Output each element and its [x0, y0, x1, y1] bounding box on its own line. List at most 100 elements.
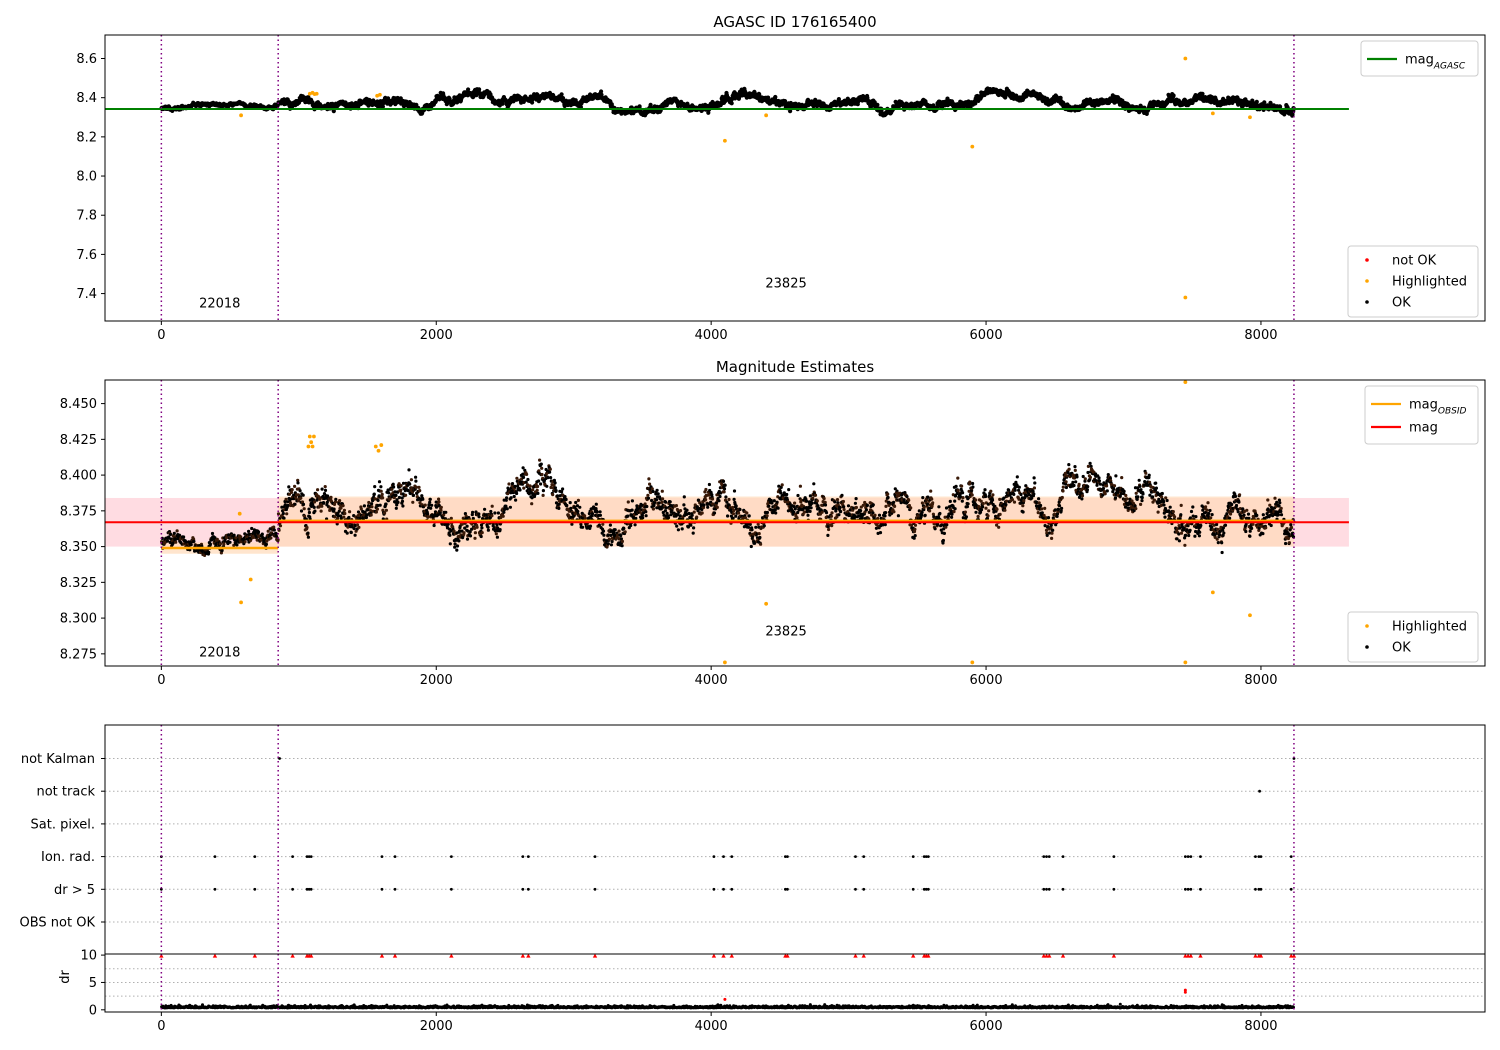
x-tick-label: 6000 [970, 328, 1003, 343]
ok-point [602, 533, 606, 537]
ok-point [465, 524, 469, 528]
ok-point [462, 531, 466, 535]
ok-point [486, 525, 490, 529]
ok-point [287, 485, 291, 489]
ok-point [175, 529, 179, 533]
ok-point [269, 536, 273, 540]
ok-point [218, 542, 222, 546]
ok-point [657, 501, 661, 505]
ok-point [408, 482, 412, 486]
ok-point [564, 497, 568, 502]
highlighted-point [314, 91, 319, 96]
ok-point [475, 525, 479, 529]
ok-point [601, 529, 606, 533]
ok-point [498, 528, 502, 532]
y-tick-label: 7.8 [76, 209, 97, 224]
ok-point [387, 491, 391, 495]
ok-point [174, 540, 178, 544]
ok-point [192, 539, 196, 544]
ok-point [428, 500, 432, 504]
ok-point [598, 513, 603, 517]
ok-point [690, 513, 694, 517]
ok-point [660, 489, 664, 493]
ok-point [490, 504, 494, 508]
ok-point [630, 499, 635, 503]
ok-point [439, 505, 443, 509]
ok-point [353, 533, 357, 537]
ok-point [384, 508, 388, 512]
ok-point [369, 513, 373, 517]
ok-point [345, 531, 349, 535]
ok-point [281, 511, 285, 516]
ok-point [609, 543, 614, 547]
ok-point [466, 87, 471, 92]
ok-point [678, 509, 683, 513]
ok-point [232, 533, 236, 537]
ok-point [272, 528, 276, 532]
ok-point [378, 503, 382, 507]
ok-point [336, 516, 340, 521]
ok-point [334, 497, 338, 501]
ok-point [721, 479, 726, 483]
highlighted-point [1210, 111, 1215, 116]
ok-point [243, 540, 247, 544]
ok-point [537, 479, 541, 483]
ok-point [525, 472, 529, 476]
ok-point [347, 515, 351, 520]
ok-point [301, 502, 306, 506]
ok-point [394, 493, 398, 497]
ok-point [411, 493, 416, 497]
ok-point [773, 94, 778, 100]
ok-point [486, 528, 490, 532]
ok-point [707, 482, 712, 487]
ok-point [515, 476, 519, 480]
ok-point [515, 491, 519, 496]
ok-point [348, 510, 352, 514]
highlighted-point [239, 113, 243, 118]
ok-point [505, 507, 509, 511]
ok-point [598, 510, 602, 514]
ok-point [373, 485, 377, 489]
ok-point [256, 530, 261, 534]
ok-point [509, 496, 513, 500]
ok-point [399, 484, 403, 488]
highlighted-point [1183, 56, 1188, 61]
ok-point [430, 503, 434, 507]
ok-point [712, 511, 717, 515]
ok-point [367, 500, 371, 505]
ok-point [306, 531, 310, 535]
ok-point [299, 509, 304, 513]
ok-point [343, 511, 347, 516]
highlighted-point [378, 92, 382, 97]
ok-point [332, 507, 336, 511]
ok-point [372, 492, 376, 496]
y-tick-label: 8.4 [76, 91, 97, 106]
obsid-label: 22018 [199, 296, 240, 311]
ok-point [692, 510, 696, 514]
ok-point [700, 511, 704, 515]
ok-point [489, 509, 493, 514]
ok-point [337, 509, 341, 513]
ok-point [508, 505, 512, 509]
x-tick-label: 4000 [695, 328, 728, 343]
y-tick-label: 7.4 [76, 287, 97, 302]
ok-point [836, 97, 842, 102]
ok-point [706, 505, 710, 509]
ok-point [397, 495, 401, 500]
ok-point [323, 488, 328, 492]
ok-point [417, 485, 421, 489]
ok-point [182, 535, 186, 539]
ok-point [654, 498, 659, 502]
ok-point [682, 503, 686, 507]
legend-label: OK [1392, 296, 1411, 311]
highlighted-point [764, 113, 769, 118]
ok-point [384, 502, 388, 506]
ok-point [1254, 99, 1259, 104]
ok-point [626, 500, 630, 504]
ok-point [695, 515, 699, 519]
legend-label: Highlighted [1392, 275, 1467, 290]
ok-point [692, 526, 696, 530]
ok-point [247, 529, 251, 534]
ok-point [477, 512, 481, 516]
ok-point [689, 523, 693, 527]
